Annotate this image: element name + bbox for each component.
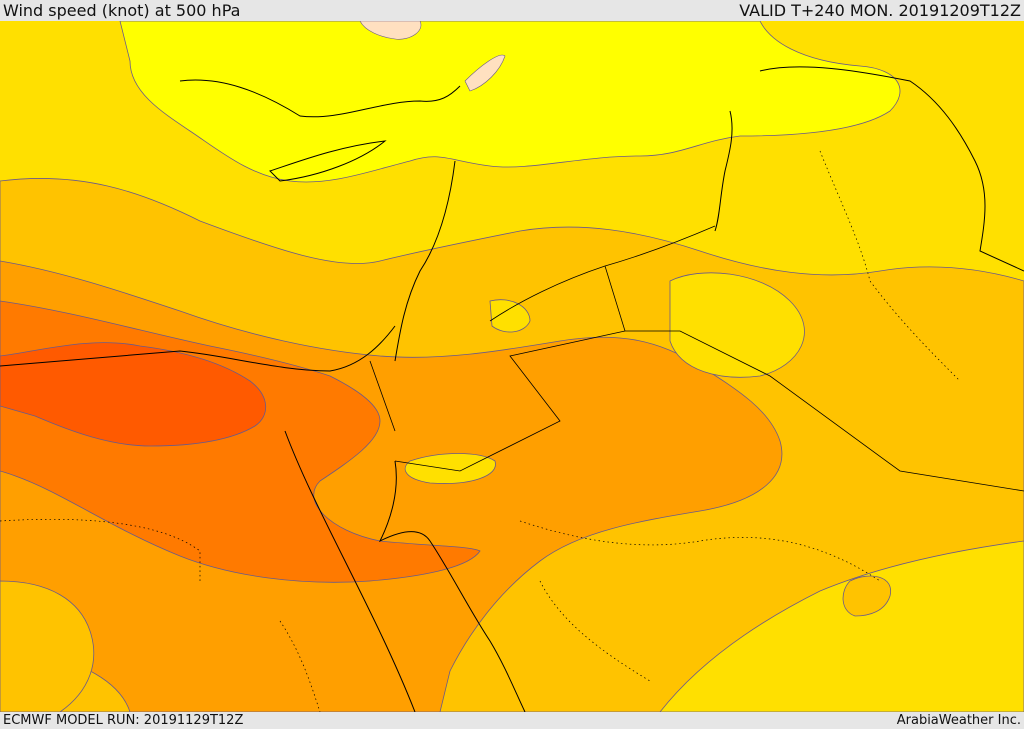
country-borders: [369, 225, 1024, 492]
model-run: ECMWF MODEL RUN: 20191129T12Z: [3, 713, 244, 728]
band-10-region: [119, 21, 901, 183]
band-pink-patch-2: [464, 54, 506, 92]
wind-speed-map: [0, 21, 1024, 712]
admin-borders: [0, 150, 961, 712]
band-30-blob: [842, 575, 892, 617]
band-20-blob-2: [404, 453, 496, 484]
valid-time: VALID T+240 MON. 20191209T12Z: [739, 1, 1021, 20]
band-pink-patch: [359, 21, 422, 40]
band-20-south-east: [659, 540, 1024, 712]
coastlines: [0, 66, 1024, 712]
band-30-south-west: [0, 580, 95, 712]
band-20-blob-3: [489, 299, 531, 333]
map-footer: ECMWF MODEL RUN: 20191129T12Z ArabiaWeat…: [0, 712, 1024, 729]
map-title: Wind speed (knot) at 500 hPa: [3, 1, 241, 20]
band-60-core: [0, 342, 267, 447]
map-header: Wind speed (knot) at 500 hPa VALID T+240…: [0, 0, 1024, 21]
map-canvas: [0, 21, 1024, 712]
band-20-blob-1: [669, 272, 805, 378]
credit: ArabiaWeather Inc.: [896, 713, 1021, 728]
